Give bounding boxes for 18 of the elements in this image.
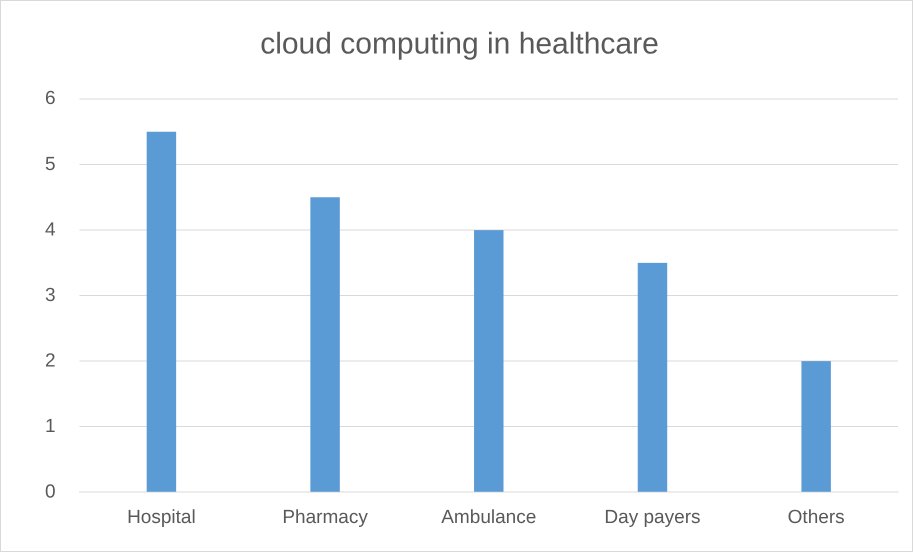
y-tick-label: 0 bbox=[44, 481, 56, 502]
x-tick-label: Ambulance bbox=[441, 506, 536, 528]
y-tick-label: 3 bbox=[44, 284, 56, 306]
bar bbox=[146, 132, 176, 492]
y-tick-label: 1 bbox=[44, 416, 56, 437]
y-tick-label: 4 bbox=[44, 219, 56, 240]
chart-title: cloud computing in healthcare bbox=[260, 27, 659, 60]
x-tick-label: Others bbox=[788, 506, 845, 528]
y-tick-label: 6 bbox=[44, 88, 56, 110]
x-tick-label: Day payers bbox=[604, 506, 701, 528]
x-tick-label: Hospital bbox=[127, 506, 196, 528]
x-tick-label: Pharmacy bbox=[282, 506, 368, 528]
bar bbox=[310, 197, 340, 492]
bar bbox=[638, 262, 668, 492]
y-tick-label: 5 bbox=[44, 154, 56, 175]
bar bbox=[801, 361, 831, 492]
y-tick-label: 2 bbox=[44, 350, 56, 372]
bar bbox=[474, 230, 504, 492]
